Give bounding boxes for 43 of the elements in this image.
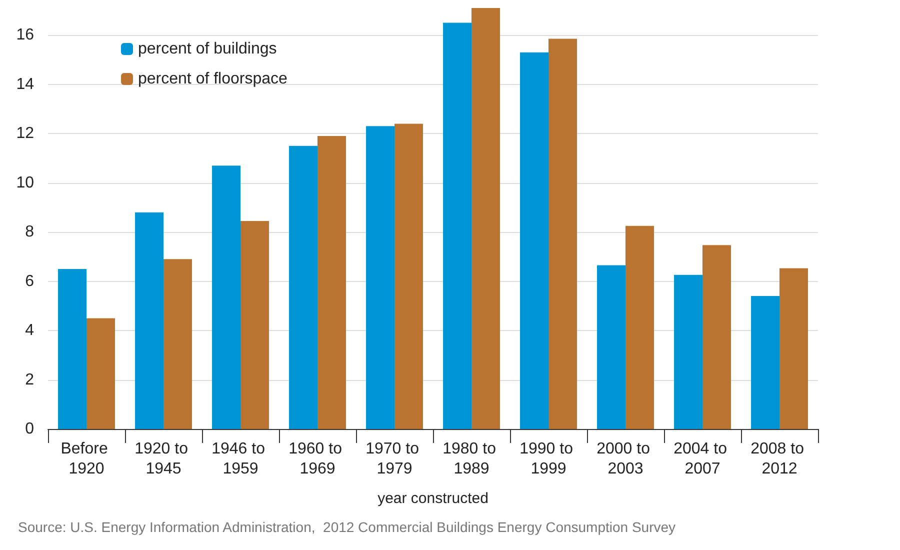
bar [366,126,394,429]
x-tick-label: 1920 to 1945 [134,440,192,478]
bar [212,166,240,429]
bar [318,136,346,429]
y-tick-label: 2 [25,371,34,388]
bar [58,268,86,429]
bar [626,226,654,429]
bar [472,8,500,429]
x-tick-label: 1990 to 1999 [520,440,578,478]
bar [240,220,269,429]
y-tick-label: 8 [25,224,34,241]
bar [702,245,731,429]
x-tick-label: 1980 to 1989 [442,440,500,478]
y-tick-label: 16 [16,26,34,44]
x-tick-label: Before 1920 [60,440,112,478]
x-tick-label: 2008 to 2012 [750,440,808,478]
y-tick-label: 4 [25,322,34,340]
y-tick-label: 14 [16,76,34,93]
bar [394,124,423,429]
y-tick-label: 0 [25,420,34,438]
y-tick-label: 10 [16,174,34,192]
bar [780,268,808,429]
bar [674,274,702,429]
bar [520,52,548,429]
x-tick-label: 2004 to 2007 [674,440,732,478]
y-tick-label: 12 [16,125,34,142]
x-tick-label: 1946 to 1959 [212,440,270,478]
bar [289,146,318,429]
legend-label: percent of floorspace [138,70,288,88]
bar [751,296,780,429]
bar [548,38,577,429]
bar [164,259,192,429]
bar [135,212,164,429]
y-tick-label: 6 [25,272,34,290]
bar [443,22,472,429]
x-axis-title: year constructed [378,490,488,507]
source-note: Source: U.S. Energy Information Administration, 2012 Commercial Buildings Energy Consumption Survey [18,519,676,535]
bar [86,318,115,429]
x-tick-label: 2000 to 2003 [596,440,654,478]
bar [597,265,626,429]
x-tick-label: 1970 to 1979 [366,440,424,478]
x-tick-label: 1960 to 1969 [288,440,346,478]
legend-label: percent of buildings [138,40,277,58]
